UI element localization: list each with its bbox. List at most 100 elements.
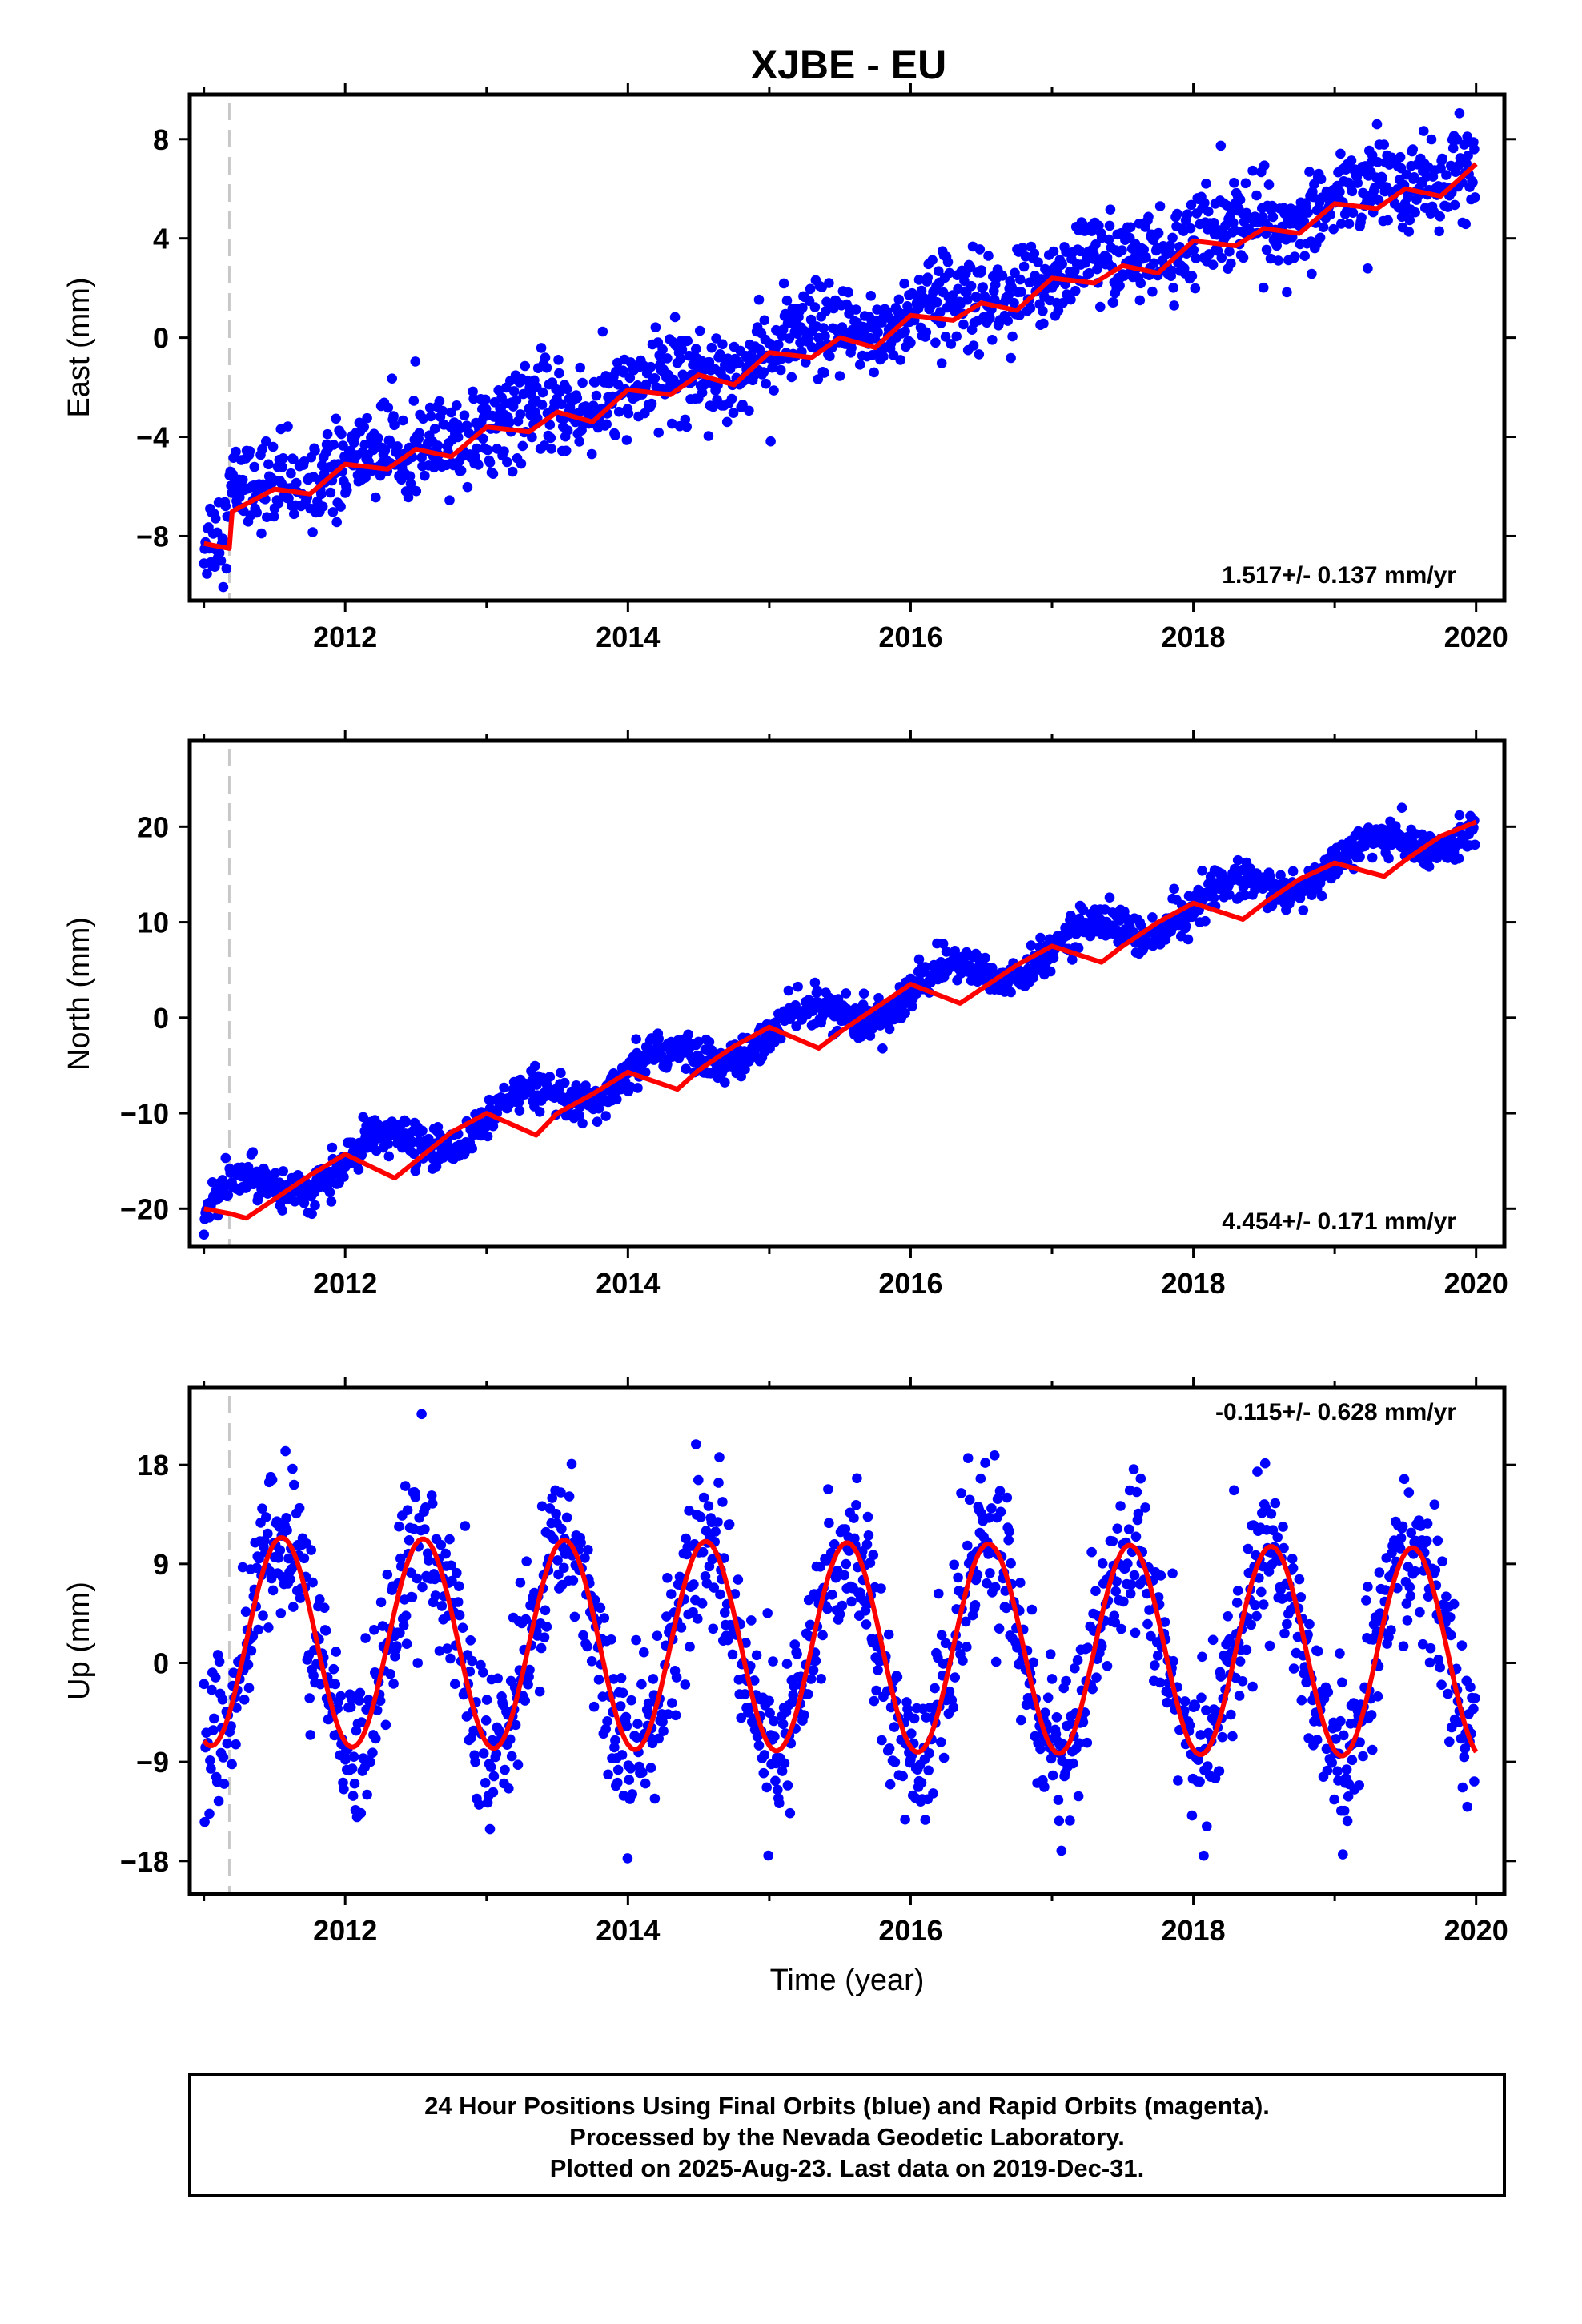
data-point bbox=[390, 1651, 400, 1662]
data-point bbox=[215, 555, 227, 566]
data-point bbox=[602, 1716, 612, 1727]
data-point bbox=[726, 393, 737, 404]
data-point bbox=[958, 319, 969, 330]
data-point bbox=[985, 312, 995, 324]
data-point bbox=[371, 1733, 381, 1744]
data-point bbox=[869, 367, 879, 378]
data-point bbox=[1186, 271, 1198, 282]
data-point bbox=[327, 1142, 338, 1153]
data-point bbox=[204, 1212, 215, 1223]
data-point bbox=[1082, 1737, 1093, 1748]
data-point bbox=[966, 280, 977, 292]
data-point bbox=[956, 1488, 966, 1498]
data-point bbox=[478, 1667, 488, 1678]
data-point bbox=[671, 1672, 682, 1683]
data-point bbox=[821, 306, 831, 316]
data-point bbox=[889, 1722, 900, 1732]
data-point bbox=[1367, 1744, 1378, 1755]
data-point bbox=[221, 563, 232, 574]
data-point bbox=[623, 408, 634, 419]
data-point bbox=[1289, 251, 1300, 262]
data-point bbox=[362, 412, 372, 424]
data-point bbox=[816, 1674, 826, 1684]
data-point bbox=[278, 453, 289, 464]
data-point bbox=[467, 1655, 477, 1667]
data-point bbox=[1231, 1598, 1243, 1608]
data-point bbox=[1168, 1655, 1178, 1667]
data-point bbox=[1465, 1682, 1476, 1692]
data-point bbox=[1419, 126, 1429, 136]
data-point bbox=[1327, 1757, 1337, 1768]
data-point bbox=[825, 351, 835, 362]
data-point bbox=[208, 1725, 219, 1735]
data-point bbox=[1446, 1722, 1457, 1733]
data-point bbox=[872, 304, 882, 315]
data-point bbox=[416, 1409, 427, 1420]
data-point bbox=[736, 1712, 746, 1723]
data-point bbox=[980, 1458, 990, 1468]
data-point bbox=[335, 1691, 346, 1702]
data-point bbox=[1110, 1586, 1121, 1597]
data-point bbox=[1096, 1641, 1107, 1651]
data-point bbox=[878, 352, 889, 362]
y-tick-label: −18 bbox=[120, 1845, 169, 1878]
data-point bbox=[237, 1562, 248, 1573]
data-point bbox=[770, 1775, 781, 1787]
rate-annotation: 1.517+/- 0.137 mm/yr bbox=[1222, 562, 1456, 589]
data-point bbox=[865, 291, 877, 301]
data-point bbox=[793, 981, 803, 992]
data-point bbox=[1404, 215, 1415, 226]
data-point bbox=[362, 1789, 372, 1800]
data-point bbox=[1026, 1604, 1038, 1615]
data-point bbox=[566, 1458, 577, 1470]
data-point bbox=[540, 1605, 551, 1616]
data-point bbox=[231, 1739, 241, 1750]
data-point bbox=[383, 1139, 394, 1149]
data-point bbox=[564, 1491, 575, 1502]
data-point bbox=[360, 1633, 371, 1643]
data-point bbox=[536, 1501, 548, 1512]
data-point bbox=[257, 444, 267, 455]
data-point bbox=[1116, 1623, 1126, 1634]
data-point bbox=[277, 462, 288, 472]
data-point bbox=[820, 331, 830, 342]
data-point bbox=[1039, 1782, 1050, 1792]
data-point bbox=[199, 1816, 210, 1827]
data-point bbox=[754, 344, 765, 355]
data-point bbox=[1197, 1651, 1207, 1663]
data-point bbox=[893, 294, 905, 305]
data-point bbox=[1383, 215, 1393, 226]
data-point bbox=[1201, 1705, 1211, 1715]
data-point bbox=[286, 468, 296, 479]
data-point bbox=[682, 336, 693, 347]
data-point bbox=[1232, 854, 1243, 866]
data-point bbox=[294, 1502, 305, 1514]
data-point bbox=[1437, 153, 1447, 164]
data-point bbox=[480, 394, 491, 405]
data-point bbox=[492, 1673, 503, 1684]
data-point bbox=[1452, 135, 1463, 145]
data-point bbox=[547, 1493, 557, 1503]
data-point bbox=[1239, 890, 1251, 901]
data-point bbox=[328, 440, 339, 450]
data-point bbox=[488, 468, 499, 479]
data-point bbox=[995, 1506, 1006, 1518]
data-point bbox=[1135, 1473, 1146, 1484]
data-point bbox=[588, 1701, 600, 1712]
data-point bbox=[445, 1653, 456, 1664]
data-point bbox=[1261, 244, 1272, 255]
data-point bbox=[627, 1789, 637, 1799]
data-point bbox=[1335, 1648, 1345, 1659]
data-point bbox=[643, 1043, 654, 1054]
data-point bbox=[1038, 318, 1049, 329]
data-point bbox=[1042, 1692, 1054, 1703]
data-point bbox=[1104, 892, 1115, 903]
data-point bbox=[862, 1511, 873, 1522]
data-point bbox=[608, 1674, 619, 1684]
data-point bbox=[953, 1572, 963, 1583]
data-point bbox=[291, 477, 302, 489]
data-points bbox=[199, 108, 1480, 593]
data-point bbox=[860, 1606, 871, 1616]
data-point bbox=[899, 278, 909, 289]
data-point bbox=[354, 1695, 365, 1706]
